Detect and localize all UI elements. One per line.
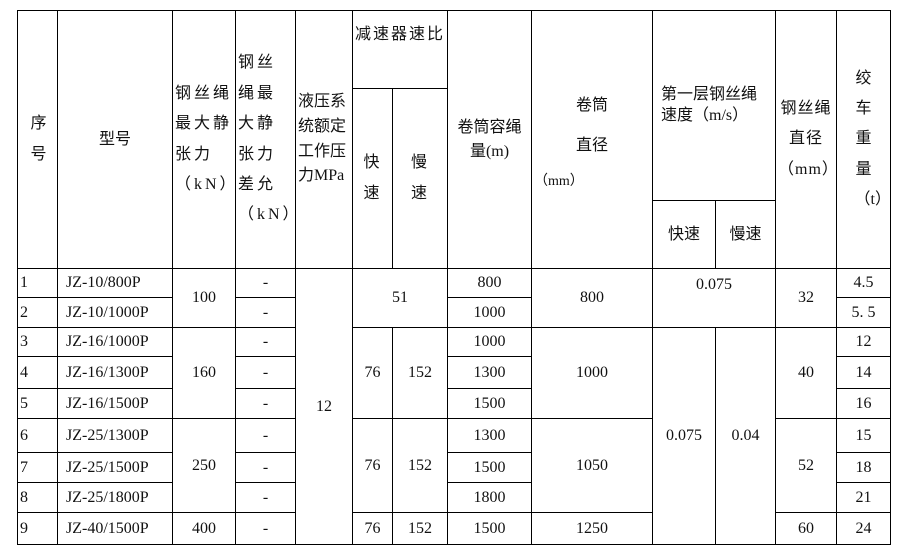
cell-model: JZ-10/1000P	[57, 297, 173, 328]
cell-model: JZ-16/1300P	[57, 356, 173, 389]
header-drum-diameter: 卷筒直径 （mm）	[531, 10, 654, 269]
header-rope-diameter: 钢丝绳直径（mm）	[775, 10, 838, 269]
cell-capacity: 1000	[447, 297, 533, 328]
cell-capacity: 1500	[447, 452, 533, 483]
cell-rope-diameter: 40	[775, 327, 838, 419]
header-winch-weight-text: 绞车重量（t）	[854, 69, 891, 209]
cell-weight: 14	[836, 356, 892, 389]
cell-weight: 18	[836, 452, 892, 483]
header-seq: 序号	[17, 10, 58, 269]
cell-seq: 9	[17, 512, 58, 545]
header-model: 型号	[57, 10, 173, 269]
header-drum-diameter-text: 卷筒直径	[576, 97, 609, 155]
cell-capacity: 800	[447, 268, 533, 298]
cell-model: JZ-16/1000P	[57, 327, 173, 357]
header-drum-diameter-unit: （mm）	[534, 174, 584, 190]
cell-model: JZ-40/1500P	[57, 512, 173, 545]
cell-speed-slow: 0.04	[715, 327, 777, 545]
cell-tension: 100	[172, 268, 236, 328]
cell-ratio-fast: 76	[352, 327, 393, 419]
cell-diff: -	[235, 268, 296, 298]
cell-diff: -	[235, 327, 296, 357]
cell-capacity: 1800	[447, 482, 533, 513]
table-row: 3 JZ-16/1000P 160 - 76 152 1000 1000 0.0…	[17, 327, 892, 545]
cell-rope-diameter: 52	[775, 418, 838, 513]
table-row: 8 JZ-25/1800P - 1800 21	[17, 482, 892, 513]
cell-diff: -	[235, 356, 296, 389]
cell-capacity: 1300	[447, 356, 533, 389]
cell-tension: 160	[172, 327, 236, 419]
cell-weight: 12	[836, 327, 892, 357]
winch-spec-table: 序号 型号 钢丝绳最大静张力（kN） 钢丝绳最大静张力差允（kN） 液压系统额定…	[17, 10, 892, 545]
cell-seq: 8	[17, 482, 58, 513]
cell-model: JZ-10/800P	[57, 268, 173, 298]
cell-diff: -	[235, 388, 296, 419]
header-max-static-tension-diff: 钢丝绳最大静张力差允（kN）	[235, 10, 296, 269]
header-hydraulic-pressure: 液压系统额定工作压力MPa	[295, 10, 353, 269]
header-speed-fast: 快速	[652, 200, 717, 269]
cell-seq: 6	[17, 418, 58, 453]
header-reducer-ratio: 减速器速比	[351, 10, 449, 89]
cell-weight: 4.5	[836, 268, 892, 298]
cell-capacity: 1300	[447, 418, 533, 453]
cell-rope-diameter: 32	[775, 268, 838, 328]
cell-ratio-fast: 76	[352, 418, 393, 513]
cell-ratio-slow: 152	[391, 418, 449, 513]
cell-capacity: 1500	[447, 512, 533, 545]
cell-weight: 5. 5	[836, 297, 892, 328]
header-winch-weight: 绞车重量（t）	[836, 10, 892, 269]
table-row: 9 JZ-40/1500P 400 - 76 152 1500 1250 60 …	[17, 512, 892, 545]
cell-ratio-slow: 152	[391, 327, 449, 419]
cell-model: JZ-16/1500P	[57, 388, 173, 419]
cell-seq: 5	[17, 388, 58, 419]
header-speed-slow: 慢速	[715, 200, 777, 269]
header-max-static-tension: 钢丝绳最大静张力（kN）	[172, 10, 236, 269]
cell-weight: 15	[836, 418, 892, 453]
cell-tension: 400	[172, 512, 236, 545]
header-first-layer-speed: 第一层钢丝绳速度（m/s）	[652, 10, 777, 201]
cell-seq: 3	[17, 327, 58, 357]
cell-diff: -	[235, 482, 296, 513]
cell-model: JZ-25/1300P	[57, 418, 173, 453]
cell-pressure: 12	[295, 268, 353, 545]
header-reducer-slow: 慢速	[391, 88, 449, 269]
header-reducer-slow-text: 慢速	[411, 154, 431, 202]
cell-seq: 2	[17, 297, 58, 328]
cell-model: JZ-25/1800P	[57, 482, 173, 513]
cell-ratio: 51	[351, 268, 449, 328]
cell-tension: 250	[172, 418, 236, 513]
cell-capacity: 1500	[447, 388, 533, 419]
cell-diff: -	[235, 418, 296, 453]
cell-drum-diameter: 1250	[531, 512, 654, 545]
table-row: 6 JZ-25/1300P 250 - 76 152 1300 1050 52 …	[17, 418, 892, 513]
cell-speed-fast: 0.075	[652, 327, 717, 545]
cell-model: JZ-25/1500P	[57, 452, 173, 483]
cell-diff: -	[235, 512, 296, 545]
table-row: 1 JZ-10/800P 100 - 12 51 800 800 0.075 3…	[17, 268, 892, 545]
cell-rope-diameter: 60	[775, 512, 838, 545]
header-reducer-fast: 快速	[352, 88, 393, 269]
cell-diff: -	[235, 452, 296, 483]
cell-seq: 1	[17, 268, 58, 298]
cell-drum-diameter: 1050	[531, 418, 654, 513]
cell-weight: 21	[836, 482, 892, 513]
header-reducer-fast-text: 快速	[363, 154, 383, 202]
header-seq-text: 序号	[30, 115, 50, 163]
cell-seq: 7	[17, 452, 58, 483]
cell-drum-diameter: 800	[531, 268, 654, 328]
cell-capacity: 1000	[447, 327, 533, 357]
cell-seq: 4	[17, 356, 58, 389]
cell-ratio-fast: 76	[352, 512, 393, 545]
cell-diff: -	[235, 297, 296, 328]
cell-drum-diameter: 1000	[531, 327, 654, 419]
cell-weight: 24	[836, 512, 892, 545]
header-drum-capacity: 卷筒容绳量(m)	[447, 10, 533, 269]
cell-ratio-slow: 152	[391, 512, 449, 545]
table-row: 2 JZ-10/1000P - 1000 5. 5	[17, 297, 892, 328]
cell-speed: 0.075	[652, 268, 777, 328]
cell-weight: 16	[836, 388, 892, 419]
